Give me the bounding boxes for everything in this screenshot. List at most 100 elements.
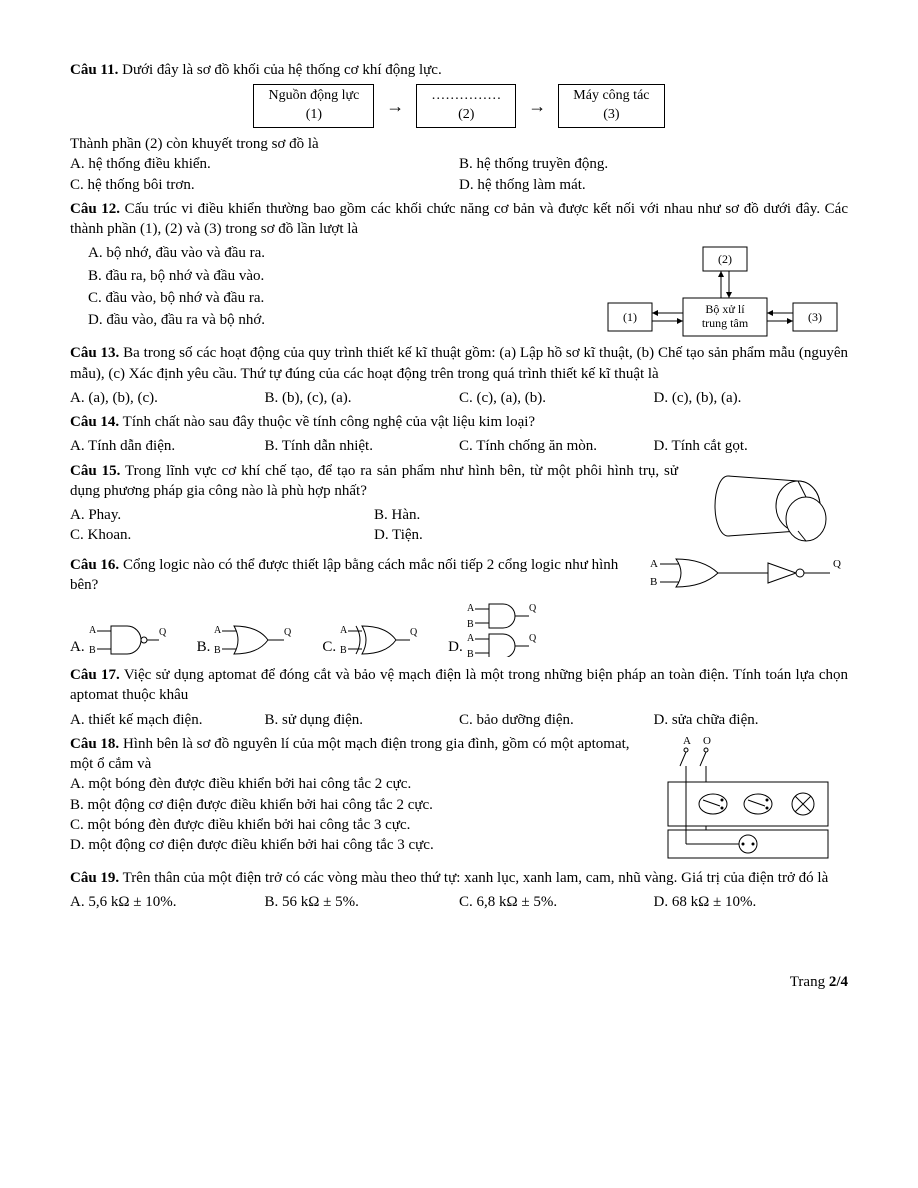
q11-box2-l2: (2)	[431, 106, 501, 125]
q19-label: Câu 19.	[70, 870, 119, 886]
q14-D: D. Tính cắt gọt.	[654, 436, 849, 456]
q16-opts: A. AB Q B. AB Q C. AB Q D. A	[70, 601, 848, 657]
cylinder-part-icon	[688, 461, 838, 551]
svg-text:A: A	[467, 633, 475, 644]
svg-text:A: A	[467, 603, 475, 614]
q15-figure	[678, 461, 848, 551]
svg-text:(1): (1)	[623, 310, 637, 324]
q19-D: D. 68 kΩ ± 10%.	[654, 892, 849, 912]
q11-box3-l2: (3)	[573, 106, 649, 125]
q17: Câu 17. Việc sử dụng aptomat để đóng cắt…	[70, 665, 848, 706]
q19-A: A. 5,6 kΩ ± 10%.	[70, 892, 265, 912]
q18: Câu 18. Hình bên là sơ đồ nguyên lí của …	[70, 734, 848, 864]
q14-B: B. Tính dẫn nhiệt.	[265, 436, 460, 456]
q13-B: B. (b), (c), (a).	[265, 388, 460, 408]
svg-text:A: A	[214, 625, 222, 636]
q11-D: D. hệ thống làm mát.	[459, 175, 848, 195]
q11-sub: Thành phần (2) còn khuyết trong sơ đồ là	[70, 134, 848, 154]
q17-label: Câu 17.	[70, 667, 120, 683]
or-not-gate-icon: A B Q	[648, 555, 843, 595]
q11-box3: Máy công tác (3)	[558, 84, 664, 128]
q13-A: A. (a), (b), (c).	[70, 388, 265, 408]
q12-text: Cấu trúc vi điều khiển thường bao gồm cá…	[70, 201, 848, 237]
q16-figure: A B Q	[648, 555, 848, 595]
svg-text:A: A	[683, 735, 691, 747]
or-gate-icon: AB Q	[214, 623, 292, 657]
footer-num: 2/4	[829, 974, 848, 990]
q15-A: A. Phay.	[70, 505, 374, 525]
svg-text:(2): (2)	[718, 252, 732, 266]
svg-text:A: A	[340, 625, 348, 636]
q11-box1-l2: (1)	[268, 106, 359, 125]
nand-gate-icon: AB Q	[89, 623, 167, 657]
svg-text:B: B	[467, 649, 474, 657]
svg-text:trung tâm: trung tâm	[702, 316, 749, 330]
q12-B: B. đầu ra, bộ nhớ và đầu vào.	[88, 266, 588, 286]
svg-text:B: B	[467, 619, 474, 630]
arrow-icon: →	[528, 94, 546, 118]
q15-C: C. Khoan.	[70, 525, 374, 545]
q19: Câu 19. Trên thân của một điện trở có cá…	[70, 868, 848, 888]
q18-label: Câu 18.	[70, 736, 119, 752]
q14: Câu 14. Tính chất nào sau đây thuộc về t…	[70, 412, 848, 432]
q17-A: A. thiết kế mạch điện.	[70, 710, 265, 730]
q11-opts-row1: A. hệ thống điều khiển. B. hệ thống truy…	[70, 154, 848, 174]
q15-D: D. Tiện.	[374, 525, 678, 545]
footer-page: Trang	[790, 974, 829, 990]
q16-label: Câu 16.	[70, 557, 119, 573]
q17-opts: A. thiết kế mạch điện. B. sử dụng điện. …	[70, 710, 848, 730]
q19-opts: A. 5,6 kΩ ± 10%. B. 56 kΩ ± 5%. C. 6,8 k…	[70, 892, 848, 912]
q11-B: B. hệ thống truyền động.	[459, 154, 848, 174]
q17-D: D. sửa chữa điện.	[654, 710, 849, 730]
q13-opts: A. (a), (b), (c). B. (b), (c), (a). C. (…	[70, 388, 848, 408]
q13-text: Ba trong số các hoạt động của quy trình …	[70, 345, 848, 381]
q18-text: Hình bên là sơ đồ nguyên lí của một mạch…	[70, 736, 630, 772]
q16-D: D. AB Q AB Q	[448, 601, 545, 657]
svg-text:O: O	[703, 735, 711, 747]
q14-C: C. Tính chống ăn mòn.	[459, 436, 654, 456]
q14-A: A. Tính dẫn điện.	[70, 436, 265, 456]
circuit-diagram-icon: A O	[658, 734, 838, 864]
q19-text: Trên thân của một điện trở có các vòng m…	[123, 870, 829, 886]
q15: Câu 15. Trong lĩnh vực cơ khí chế tạo, đ…	[70, 461, 848, 551]
svg-text:A: A	[650, 558, 658, 570]
q11-box2: …………… (2)	[416, 84, 516, 128]
svg-text:Q: Q	[833, 558, 841, 570]
q15-label: Câu 15.	[70, 463, 120, 479]
q18-D: D. một động cơ điện được điều khiển bởi …	[70, 835, 648, 855]
q11-text: Dưới đây là sơ đồ khối của hệ thống cơ k…	[122, 62, 442, 78]
svg-text:Q: Q	[529, 603, 537, 614]
q12-label: Câu 12.	[70, 201, 120, 217]
q11-A: A. hệ thống điều khiển.	[70, 154, 459, 174]
q16-C: C. AB Q	[322, 623, 418, 657]
q14-text: Tính chất nào sau đây thuộc về tính công…	[123, 414, 535, 430]
xor-gate-icon: AB Q	[340, 623, 418, 657]
svg-text:Q: Q	[410, 627, 418, 638]
q11-box1: Nguồn động lực (1)	[253, 84, 374, 128]
svg-text:B: B	[340, 645, 347, 656]
q15-text: Trong lĩnh vực cơ khí chế tạo, để tạo ra…	[70, 463, 678, 499]
q11-box3-l1: Máy công tác	[573, 87, 649, 106]
q16-text: Cổng logic nào có thể được thiết lập bằn…	[70, 557, 618, 593]
q17-C: C. bảo dưỡng điện.	[459, 710, 654, 730]
q12-A: A. bộ nhớ, đầu vào và đầu ra.	[88, 243, 588, 263]
q11: Câu 11. Dưới đây là sơ đồ khối của hệ th…	[70, 60, 848, 80]
q12-C: C. đầu vào, bộ nhớ và đầu ra.	[88, 288, 588, 308]
q13: Câu 13. Ba trong số các hoạt động của qu…	[70, 343, 848, 384]
q19-B: B. 56 kΩ ± 5%.	[265, 892, 460, 912]
q15-B: B. Hàn.	[374, 505, 678, 525]
svg-text:B: B	[650, 576, 657, 588]
arrow-icon: →	[386, 94, 404, 118]
cpu-diagram-icon: (2) (1) Bộ xử lí trung tâm (3)	[588, 243, 838, 343]
q13-C: C. (c), (a), (b).	[459, 388, 654, 408]
q13-D: D. (c), (b), (a).	[654, 388, 849, 408]
q11-box2-l1: ……………	[431, 87, 501, 106]
svg-text:A: A	[89, 625, 97, 636]
q11-box1-l1: Nguồn động lực	[268, 87, 359, 106]
q18-C: C. một bóng đèn được điều khiển bởi hai …	[70, 815, 648, 835]
svg-text:B: B	[214, 645, 221, 656]
q14-label: Câu 14.	[70, 414, 119, 430]
page-footer: Trang 2/4	[70, 972, 848, 992]
svg-text:Q: Q	[529, 633, 537, 644]
q18-A: A. một bóng đèn được điều khiển bởi hai …	[70, 774, 648, 794]
